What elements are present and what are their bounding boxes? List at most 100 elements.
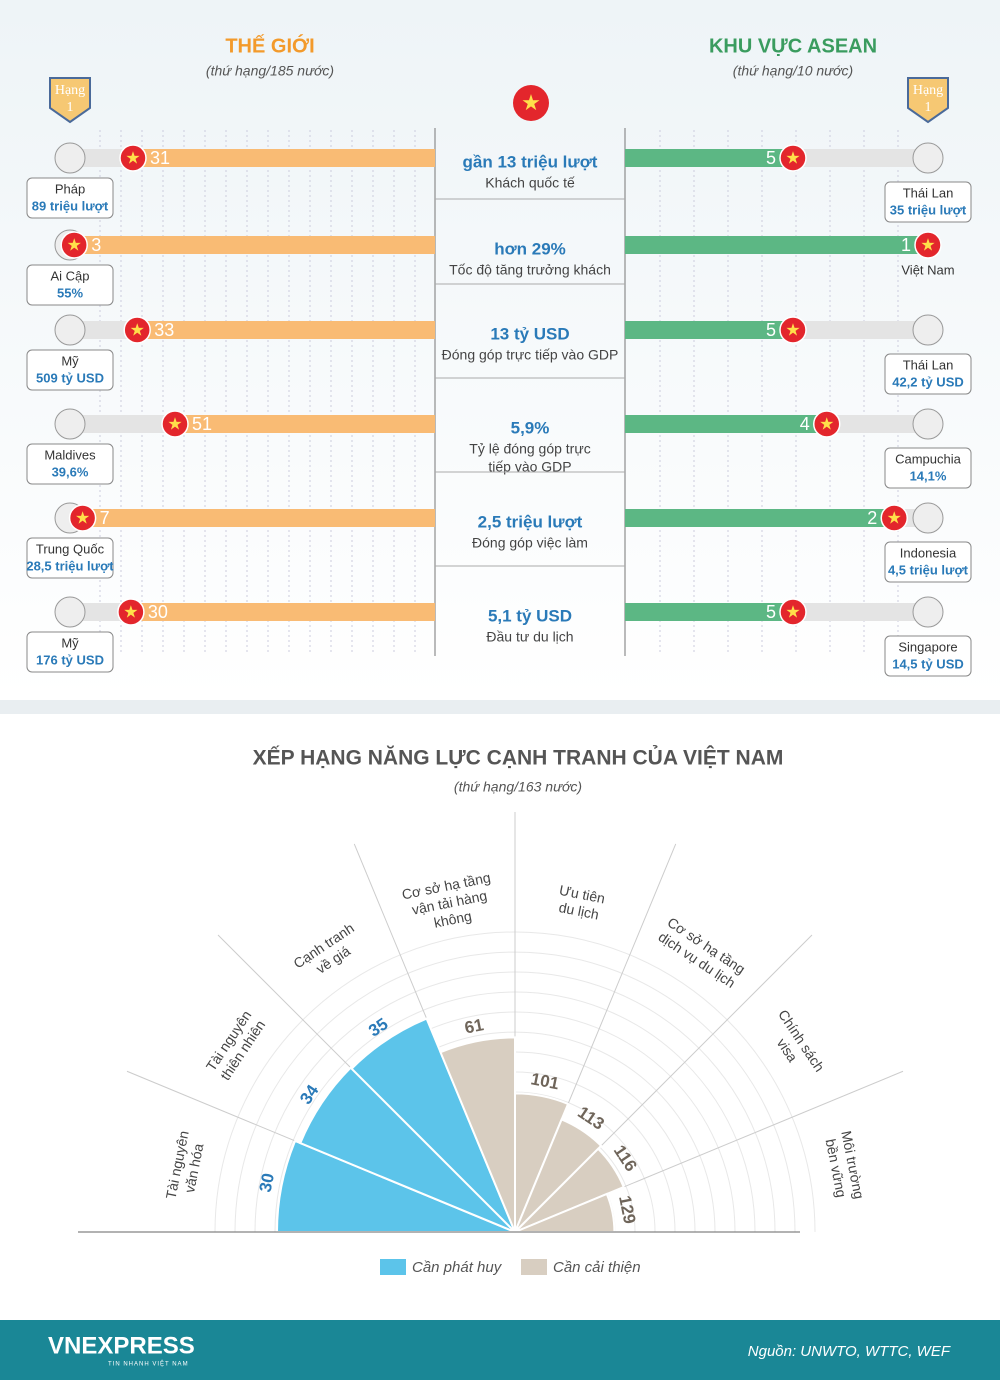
country-box xyxy=(884,447,972,489)
world-flag xyxy=(54,314,86,346)
country-value: 14,5 tỷ USD xyxy=(892,656,964,671)
metric-value: hơn 29% xyxy=(494,239,566,258)
vn-star-marker xyxy=(123,316,151,344)
vn-star-marker xyxy=(117,598,145,626)
asean-rank: 2 xyxy=(867,508,877,528)
country-value: 28,5 triệu lượt xyxy=(26,558,114,573)
sector-bar xyxy=(298,1066,516,1233)
sector-bar xyxy=(514,1118,603,1233)
value-label: 30 xyxy=(256,1172,278,1194)
vn-flag xyxy=(513,85,549,121)
vn-star-marker xyxy=(68,504,97,532)
vn-star-marker xyxy=(60,231,88,259)
asean-title: KHU VỰC ASEAN xyxy=(709,35,877,57)
vn-star: ★ xyxy=(785,148,800,167)
country-box xyxy=(26,349,114,391)
world-flag xyxy=(54,596,86,628)
value-label: 101 xyxy=(529,1069,561,1093)
country-name: Ai Cập xyxy=(50,268,89,283)
value-label: 61 xyxy=(463,1015,485,1037)
world-bar xyxy=(82,509,435,527)
world-bar xyxy=(137,321,435,339)
category-label: Ưu tiêndu lịch xyxy=(555,881,607,922)
country-value: 55% xyxy=(57,285,83,300)
world-bar xyxy=(133,149,435,167)
vn-flag-star: ★ xyxy=(521,90,541,115)
country-value: 14,1% xyxy=(910,468,947,483)
country-box xyxy=(884,541,972,583)
country-name: Mỹ xyxy=(61,353,79,368)
country-box xyxy=(26,177,114,219)
source: Nguồn: UNWTO, WTTC, WEF xyxy=(748,1343,951,1360)
metric-label: tiếp vào GDP xyxy=(488,459,571,475)
category-line: không xyxy=(432,907,473,930)
divider xyxy=(0,700,1000,714)
asean-rank: 5 xyxy=(766,148,776,168)
legend-label: Cần cải thiện xyxy=(553,1259,641,1276)
country-name: Indonesia xyxy=(900,545,957,560)
logo: VNEXPRESS xyxy=(48,1332,195,1359)
asean-bar xyxy=(625,236,928,254)
world-bar xyxy=(74,236,435,254)
logo-tagline: TIN NHANH VIỆT NAM xyxy=(108,1360,189,1368)
world-rank: 3 xyxy=(91,235,101,255)
country-name: Trung Quốc xyxy=(36,541,105,556)
world-rank: 33 xyxy=(154,320,174,340)
category-label: Tài nguyênvăn hóa xyxy=(162,1129,208,1203)
metric-label: Tỷ lệ đóng góp trực xyxy=(469,441,590,457)
vn-star-marker xyxy=(880,504,908,532)
metric-value: 13 tỷ USD xyxy=(490,324,569,343)
world-subtitle: (thứ hạng/185 nước) xyxy=(206,63,334,79)
country-value: 4,5 triệu lượt xyxy=(888,562,969,577)
country-name: Pháp xyxy=(55,181,85,196)
asean-bar xyxy=(625,321,793,339)
world-flag xyxy=(54,408,86,440)
country-value: 39,6% xyxy=(52,464,89,479)
sector-bar xyxy=(514,1147,625,1233)
vn-star-marker xyxy=(779,598,807,626)
legend-label: Cần phát huy xyxy=(412,1259,503,1276)
world-bar xyxy=(130,603,435,621)
badge-label: Hạng xyxy=(913,83,943,98)
country-value: 176 tỷ USD xyxy=(36,652,104,667)
asean-bar xyxy=(625,603,793,621)
badge-rank: 1 xyxy=(925,100,932,115)
category-label: Cơ sở hạ tầngdịch vụ du lịch xyxy=(655,914,748,991)
vn-star: ★ xyxy=(819,414,834,433)
country-value: 89 triệu lượt xyxy=(32,198,109,213)
vn-star-marker xyxy=(914,231,942,259)
country-box xyxy=(26,631,114,673)
country-box xyxy=(884,635,972,677)
metric-label: Khách quốc tế xyxy=(485,175,575,191)
footer-bar xyxy=(0,1320,1000,1380)
sector-bar xyxy=(439,1036,516,1233)
country-box xyxy=(26,264,114,306)
metric-value: 5,1 tỷ USD xyxy=(488,606,572,625)
rank-badge xyxy=(907,77,949,124)
top-background xyxy=(0,0,1000,700)
asean-rank: 5 xyxy=(766,320,776,340)
sector-bar xyxy=(350,1017,516,1233)
vn-star-marker xyxy=(813,410,841,438)
metric-value: gần 13 triệu lượt xyxy=(463,152,598,171)
world-title: THẾ GIỚI xyxy=(225,33,314,57)
category-label: Cơ sở hạ tầngvận tải hàngkhông xyxy=(400,869,498,936)
asean-flag xyxy=(912,314,944,346)
metric-label: Tốc độ tăng trưởng khách xyxy=(449,262,611,278)
asean-bar xyxy=(625,149,793,167)
country-value: 42,2 tỷ USD xyxy=(892,374,964,389)
country-box xyxy=(884,181,972,223)
vn-star: ★ xyxy=(67,235,82,254)
country-box xyxy=(26,443,114,485)
chart-subtitle: (thứ hạng/163 nước) xyxy=(454,779,582,795)
country-name: Việt Nam xyxy=(901,262,954,277)
asean-rank: 4 xyxy=(800,414,810,434)
category-line: du lịch xyxy=(558,899,601,923)
vn-star: ★ xyxy=(887,508,902,527)
metric-label: Đầu tư du lịch xyxy=(486,629,573,645)
asean-flag xyxy=(912,596,944,628)
chart-title: XẾP HẠNG NĂNG LỰC CẠNH TRANH CỦA VIỆT NA… xyxy=(253,746,784,770)
country-box xyxy=(26,537,114,579)
value-label: 35 xyxy=(365,1014,391,1040)
country-box xyxy=(884,353,972,395)
